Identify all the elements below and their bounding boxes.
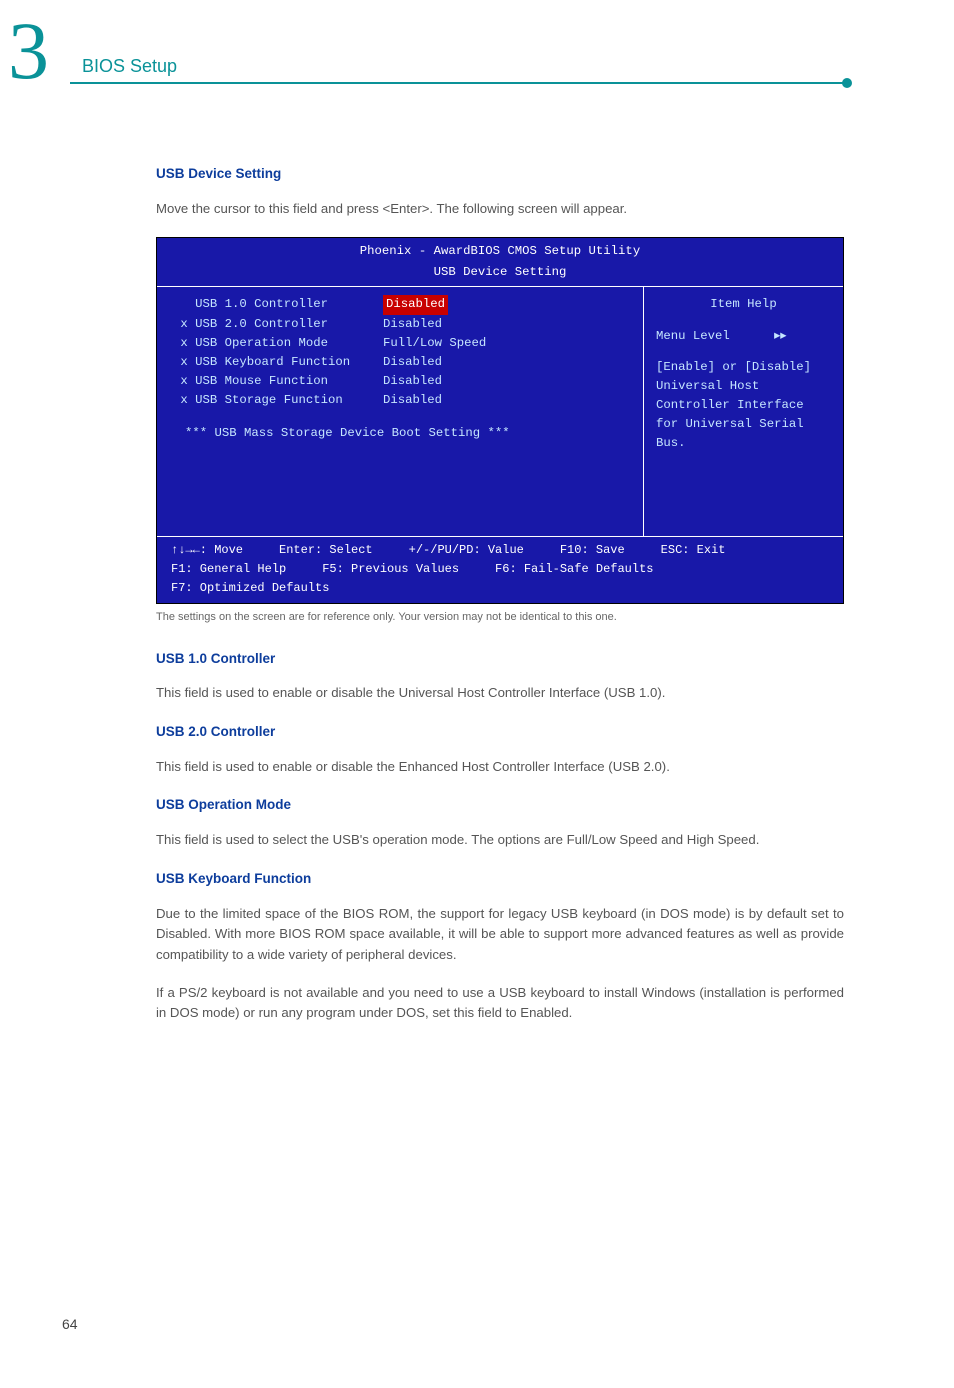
bios-setting-label: USB 1.0 Controller xyxy=(173,295,383,314)
intro-paragraph: Move the cursor to this field and press … xyxy=(156,199,844,219)
sections-host: USB 1.0 Controller This field is used to … xyxy=(156,649,844,965)
content-area: USB Device Setting Move the cursor to th… xyxy=(156,164,844,1024)
footer-help: F1: General Help xyxy=(171,560,286,579)
bios-footer: ↑↓→←: Move Enter: Select +/-/PU/PD: Valu… xyxy=(157,536,843,603)
bios-setting-label: x USB Keyboard Function xyxy=(173,353,383,372)
bios-setting-label: x USB Mouse Function xyxy=(173,372,383,391)
extra-paragraph: If a PS/2 keyboard is not available and … xyxy=(156,983,844,1024)
footer-failsafe: F6: Fail-Safe Defaults xyxy=(495,560,653,579)
footer-value: +/-/PU/PD: Value xyxy=(409,541,524,560)
footer-move: ↑↓→←: Move xyxy=(171,541,243,560)
section-title: BIOS Setup xyxy=(82,56,177,77)
bios-setting-row[interactable]: x USB Operation ModeFull/Low Speed xyxy=(173,334,631,353)
footer-prev: F5: Previous Values xyxy=(322,560,459,579)
bios-menu-level: Menu Level ▸▸ xyxy=(656,327,831,346)
bios-help-title: Item Help xyxy=(656,295,831,314)
menu-level-label: Menu Level xyxy=(656,329,730,343)
footer-exit: ESC: Exit xyxy=(661,541,726,560)
bios-setting-label: x USB Operation Mode xyxy=(173,334,383,353)
bios-setting-value: Disabled xyxy=(383,295,448,314)
bios-title: Phoenix - AwardBIOS CMOS Setup Utility xyxy=(157,238,843,263)
section-heading: USB Keyboard Function xyxy=(156,869,844,890)
bios-setting-value: Full/Low Speed xyxy=(383,334,486,353)
bios-help-pane: Item Help Menu Level ▸▸ [Enable] or [Dis… xyxy=(643,287,843,536)
bios-setting-label: x USB Storage Function xyxy=(173,391,383,410)
footer-save: F10: Save xyxy=(560,541,625,560)
page-number: 64 xyxy=(62,1316,78,1332)
section-rule xyxy=(70,82,844,84)
section-heading: USB 2.0 Controller xyxy=(156,722,844,743)
bios-setting-label: x USB 2.0 Controller xyxy=(173,315,383,334)
section-body: This field is used to enable or disable … xyxy=(156,757,844,777)
footer-select: Enter: Select xyxy=(279,541,373,560)
bios-setting-value: Disabled xyxy=(383,353,442,372)
bios-body: USB 1.0 ControllerDisabled x USB 2.0 Con… xyxy=(157,286,843,536)
chapter-number: 3 xyxy=(8,4,49,98)
page-header: 3 BIOS Setup xyxy=(0,34,954,124)
screenshot-caption: The settings on the screen are for refer… xyxy=(156,610,844,624)
intro-heading: USB Device Setting xyxy=(156,164,844,185)
section-heading: USB Operation Mode xyxy=(156,795,844,816)
bios-setting-value: Disabled xyxy=(383,372,442,391)
bios-mass-storage-line[interactable]: *** USB Mass Storage Device Boot Setting… xyxy=(185,424,631,443)
bios-subtitle: USB Device Setting xyxy=(157,263,843,286)
section-body: This field is used to enable or disable … xyxy=(156,683,844,703)
bios-screen: Phoenix - AwardBIOS CMOS Setup Utility U… xyxy=(156,237,844,604)
section-body: This field is used to select the USB's o… xyxy=(156,830,844,850)
bios-setting-value: Disabled xyxy=(383,391,442,410)
bios-setting-row[interactable]: x USB Storage FunctionDisabled xyxy=(173,391,631,410)
bios-setting-row[interactable]: x USB 2.0 ControllerDisabled xyxy=(173,315,631,334)
menu-level-arrows-icon: ▸▸ xyxy=(774,329,786,343)
bios-help-body: [Enable] or [Disable] Universal Host Con… xyxy=(656,358,831,453)
bios-settings-pane: USB 1.0 ControllerDisabled x USB 2.0 Con… xyxy=(157,287,643,536)
section-body: Due to the limited space of the BIOS ROM… xyxy=(156,904,844,965)
bios-setting-value: Disabled xyxy=(383,315,442,334)
bios-setting-row[interactable]: USB 1.0 ControllerDisabled xyxy=(173,295,631,314)
section-heading: USB 1.0 Controller xyxy=(156,649,844,670)
bios-setting-row[interactable]: x USB Keyboard FunctionDisabled xyxy=(173,353,631,372)
footer-optimized: F7: Optimized Defaults xyxy=(171,579,329,598)
bios-setting-row[interactable]: x USB Mouse FunctionDisabled xyxy=(173,372,631,391)
